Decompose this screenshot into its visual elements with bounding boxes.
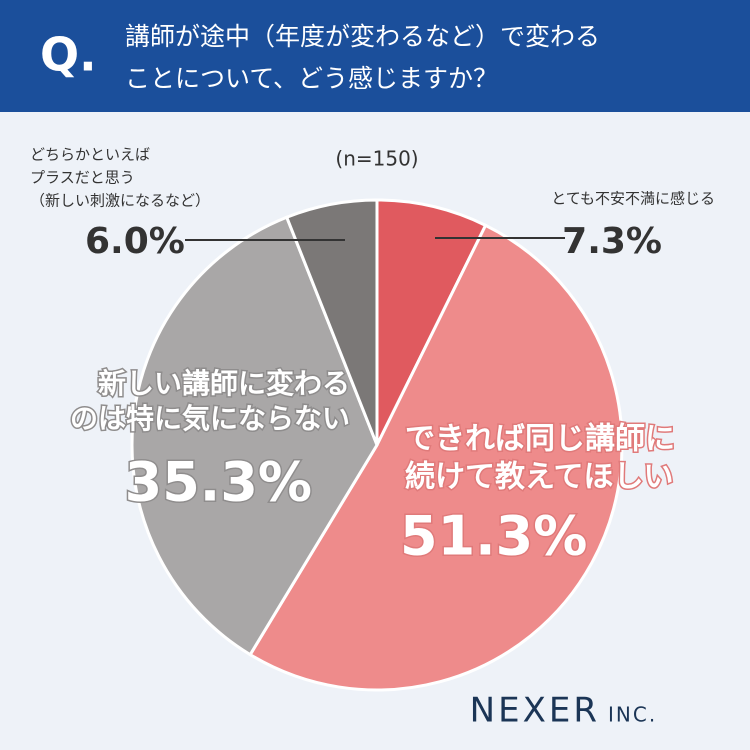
category-label: のは特に気にならない [70, 402, 350, 435]
title-line: 講師が途中（年度が変わるなど）で変わる [125, 22, 600, 51]
header [0, 0, 750, 112]
pie-slice [284, 198, 379, 446]
category-label: 続けて教えてほしい [405, 460, 674, 495]
pie-slice [248, 223, 624, 692]
value-label: 51.3% [400, 505, 587, 568]
pie-slice [375, 198, 488, 446]
title-line: ことについて、どう感じますか？ [125, 64, 498, 93]
value-label: 7.3% [562, 221, 662, 262]
sample-note: (n=150) [335, 147, 418, 171]
category-label: プラスだと思う [30, 169, 135, 187]
category-label: できれば同じ講師に [405, 422, 675, 457]
category-label: （新しい刺激になるなど） [30, 192, 210, 210]
category-label: とても不安不満に感じる [551, 190, 715, 208]
q-label: Q. [40, 28, 97, 82]
brand-name: NEXER [470, 691, 600, 731]
pie-slice [130, 215, 379, 657]
category-label: 新しい講師に変わる [98, 367, 350, 400]
category-label: どちらかといえば [30, 146, 150, 164]
brand-suffix: INC. [608, 703, 657, 727]
value-label: 35.3% [125, 451, 312, 514]
value-label: 6.0% [85, 221, 185, 262]
